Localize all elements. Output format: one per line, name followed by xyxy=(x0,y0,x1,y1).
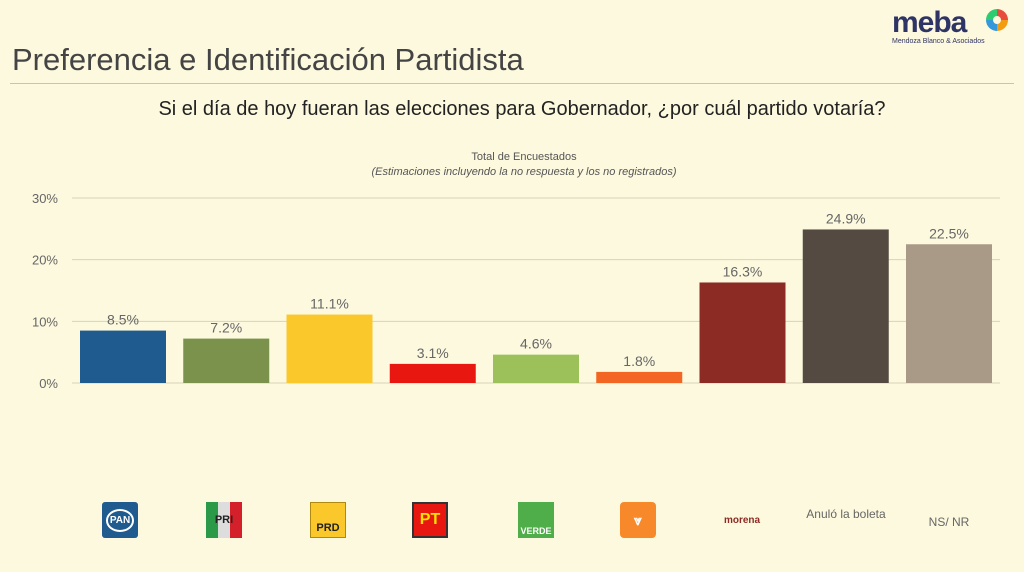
morena-logo-text: morena xyxy=(723,514,761,526)
data-label: 8.5% xyxy=(107,312,139,328)
y-tick-label: 20% xyxy=(32,253,58,268)
bar-mc xyxy=(596,371,683,383)
movimiento-ciudadano-logo: ⩔ xyxy=(620,502,656,538)
data-label: 1.8% xyxy=(623,353,655,369)
verde-logo-text: VERDE xyxy=(520,526,552,536)
meba-logo: meba Mendoza Blanco & Asociados xyxy=(888,6,1018,46)
data-label: 16.3% xyxy=(723,263,763,279)
bar-anul-la-boleta xyxy=(802,229,889,383)
morena-logo: morena xyxy=(720,502,764,538)
title-divider xyxy=(10,83,1014,84)
pt-logo: PT xyxy=(412,502,448,538)
prd-logo: PRD xyxy=(310,502,346,538)
bar-verde xyxy=(493,354,579,383)
y-tick-label: 10% xyxy=(32,314,58,329)
pri-logo: PRI xyxy=(206,502,242,538)
data-label: 7.2% xyxy=(210,320,242,336)
bar-prd xyxy=(286,314,373,383)
bar-ns-nr xyxy=(906,244,992,383)
pan-logo-text: PAN xyxy=(105,508,135,532)
chart-subtitle: (Estimaciones incluyendo la no respuesta… xyxy=(371,166,676,178)
bar-pan xyxy=(80,330,166,383)
data-label: 22.5% xyxy=(929,225,969,241)
logo-wordmark: meba xyxy=(892,6,967,39)
logo-subtitle: Mendoza Blanco & Asociados xyxy=(892,38,985,45)
pri-logo-text: PRI xyxy=(214,514,234,526)
logo-mark-icon xyxy=(986,9,1008,31)
survey-question: Si el día de hoy fueran las elecciones p… xyxy=(158,98,886,120)
bar-pri xyxy=(183,338,270,383)
bar-pt xyxy=(389,363,476,383)
page-title: Preferencia e Identificación Partidista xyxy=(12,42,524,77)
verde-logo: VERDE xyxy=(518,502,554,538)
data-label: 24.9% xyxy=(826,210,866,226)
pt-logo-text: PT xyxy=(419,511,441,528)
y-tick-label: 0% xyxy=(39,376,58,391)
nsnr-label: NS/ NR xyxy=(928,515,970,529)
bar-morena xyxy=(699,282,786,383)
prd-logo-text: PRD xyxy=(316,522,340,534)
y-tick-label: 30% xyxy=(32,191,58,206)
chart-title: Total de Encuestados xyxy=(471,151,577,163)
anulo-label: Anuló la boleta xyxy=(806,507,886,521)
data-label: 4.6% xyxy=(520,336,552,352)
data-label: 11.1% xyxy=(310,296,349,312)
data-label: 3.1% xyxy=(417,345,449,361)
pan-logo: PAN xyxy=(102,502,138,538)
